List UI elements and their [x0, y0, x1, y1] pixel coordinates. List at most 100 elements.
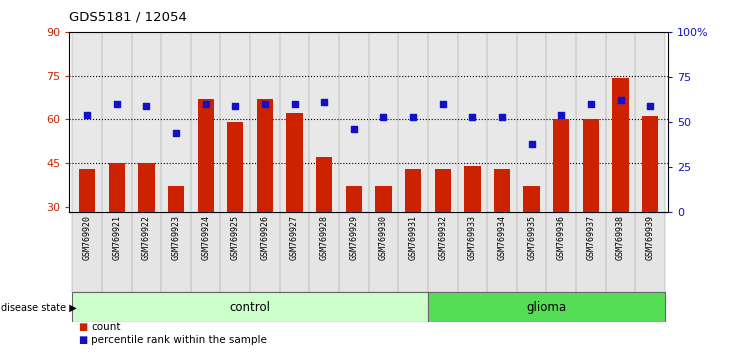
Text: GSM769935: GSM769935 [527, 215, 536, 260]
Bar [339, 212, 369, 292]
Bar [161, 212, 191, 292]
Text: GSM769924: GSM769924 [201, 215, 210, 260]
Text: GSM769928: GSM769928 [320, 215, 328, 260]
Point [585, 101, 596, 107]
Bar [635, 212, 665, 292]
Text: control: control [230, 301, 271, 314]
Point [526, 141, 537, 147]
Text: GSM769926: GSM769926 [261, 215, 269, 260]
Bar [227, 122, 243, 212]
Bar [428, 212, 458, 292]
Point [229, 103, 241, 109]
Text: disease state ▶: disease state ▶ [1, 302, 77, 312]
Bar [168, 186, 184, 212]
Text: count: count [91, 322, 120, 332]
Point [259, 101, 271, 107]
Bar [102, 32, 131, 212]
Bar [72, 212, 102, 292]
Bar [220, 32, 250, 212]
Bar [72, 32, 102, 212]
Point [496, 114, 508, 120]
Text: GSM769925: GSM769925 [231, 215, 239, 260]
Point [200, 101, 212, 107]
Bar [458, 32, 487, 212]
Bar [72, 292, 428, 322]
Bar [405, 169, 421, 212]
Bar [576, 212, 606, 292]
Point [645, 103, 656, 109]
Bar [161, 32, 191, 212]
Bar [131, 212, 161, 292]
Text: GSM769922: GSM769922 [142, 215, 151, 260]
Text: GSM769937: GSM769937 [586, 215, 596, 260]
Bar [198, 99, 214, 212]
Bar [369, 32, 399, 212]
Bar [346, 186, 362, 212]
Bar [286, 113, 303, 212]
Bar [138, 163, 155, 212]
Bar [428, 292, 665, 322]
Bar [576, 32, 606, 212]
Point [407, 114, 419, 120]
Bar [280, 32, 310, 212]
Point [615, 98, 626, 103]
Text: GDS5181 / 12054: GDS5181 / 12054 [69, 11, 187, 24]
Bar [79, 169, 96, 212]
Bar [517, 32, 547, 212]
Bar [375, 186, 391, 212]
Bar [487, 32, 517, 212]
Text: ■: ■ [78, 335, 88, 345]
Bar [547, 32, 576, 212]
Text: ■: ■ [78, 322, 88, 332]
Bar [102, 212, 131, 292]
Bar [109, 163, 125, 212]
Point [318, 99, 330, 105]
Bar [257, 99, 273, 212]
Bar [517, 212, 547, 292]
Bar [458, 212, 487, 292]
Point [437, 101, 448, 107]
Bar [547, 212, 576, 292]
Point [377, 114, 389, 120]
Bar [434, 169, 451, 212]
Bar [316, 157, 332, 212]
Bar [369, 212, 399, 292]
Bar [428, 32, 458, 212]
Bar [191, 212, 220, 292]
Bar [635, 32, 665, 212]
Text: glioma: glioma [526, 301, 566, 314]
Point [556, 112, 567, 118]
Bar [494, 169, 510, 212]
Text: GSM769936: GSM769936 [557, 215, 566, 260]
Bar [310, 212, 339, 292]
Bar [553, 119, 569, 212]
Text: GSM769920: GSM769920 [82, 215, 92, 260]
Bar [280, 212, 310, 292]
Bar [399, 212, 428, 292]
Bar [220, 212, 250, 292]
Bar [523, 186, 539, 212]
Point [141, 103, 153, 109]
Text: GSM769932: GSM769932 [438, 215, 447, 260]
Text: GSM769934: GSM769934 [498, 215, 507, 260]
Bar [191, 32, 220, 212]
Point [170, 130, 182, 136]
Point [81, 112, 93, 118]
Bar [583, 119, 599, 212]
Bar [487, 212, 517, 292]
Bar [606, 32, 635, 212]
Bar [642, 116, 658, 212]
Text: GSM769927: GSM769927 [290, 215, 299, 260]
Bar [339, 32, 369, 212]
Text: GSM769939: GSM769939 [645, 215, 655, 260]
Bar [250, 32, 280, 212]
Text: GSM769933: GSM769933 [468, 215, 477, 260]
Point [466, 114, 478, 120]
Bar [399, 32, 428, 212]
Text: GSM769938: GSM769938 [616, 215, 625, 260]
Bar [131, 32, 161, 212]
Text: percentile rank within the sample: percentile rank within the sample [91, 335, 267, 345]
Bar [612, 79, 629, 212]
Bar [250, 212, 280, 292]
Text: GSM769921: GSM769921 [112, 215, 121, 260]
